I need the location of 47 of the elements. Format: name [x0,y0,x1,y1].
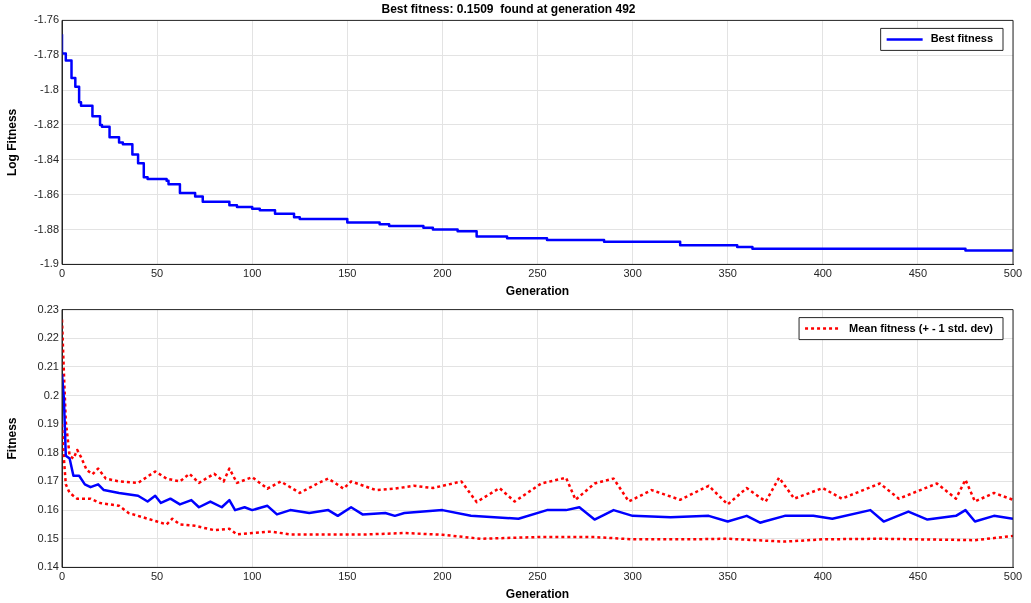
y-tick-label: 0.17 [37,474,59,487]
y-tick-label: -1.88 [33,222,59,235]
x-tick-label: 350 [718,570,737,583]
x-tick-label: 400 [813,267,832,280]
y-axis-title: Fitness [4,417,19,460]
x-tick-label: 450 [908,267,928,280]
y-tick-label: -1.82 [33,118,59,130]
legend-label: Best fitness [930,32,994,45]
x-tick-label: 450 [908,570,928,583]
x-tick-label: 350 [718,267,737,280]
y-tick-label: 0.15 [37,531,59,544]
x-tick-label: 400 [813,570,832,583]
chart-title: Best fitness: 0.1509 found at generation 492 [381,1,636,16]
x-tick-label: 0 [58,570,66,583]
y-tick-label: 0.19 [37,417,59,430]
y-tick-label: 0.18 [37,445,59,458]
y-tick-label: -1.78 [33,48,59,61]
x-tick-label: 150 [338,570,357,583]
x-tick-label: 300 [623,267,642,280]
y-tick-label: 0.21 [37,359,59,372]
x-tick-label: 100 [243,267,262,280]
x-axis-title: Generation [505,587,570,602]
x-tick-label: 250 [528,267,547,280]
y-tick-label: -1.84 [33,152,59,165]
y-tick-label: -1.9 [40,257,59,270]
x-tick-label: 150 [338,267,357,280]
x-tick-label: 100 [243,570,262,583]
y-axis-title: Log Fitness [4,108,19,177]
y-tick-label: 0.14 [37,560,59,573]
x-tick-label: 300 [623,570,642,583]
y-tick-label: 0.22 [37,331,59,344]
x-tick-label: 50 [150,570,164,583]
x-tick-label: 200 [433,570,452,583]
y-tick-label: -1.86 [33,187,59,200]
y-tick-label: 0.23 [37,302,59,315]
legend-label: Mean fitness (+ - 1 std. dev) [849,321,994,334]
x-axis-title: Generation [505,284,570,299]
y-tick-label: -1.8 [40,83,59,96]
x-tick-label: 250 [528,570,547,583]
y-tick-label: 0.16 [37,503,59,516]
y-tick-label: 0.2 [43,388,59,401]
x-tick-label: 200 [433,267,452,280]
x-tick-label: 500 [1003,267,1023,280]
x-tick-label: 50 [150,267,164,280]
x-tick-label: 500 [1003,570,1023,583]
y-tick-label: -1.76 [33,13,59,26]
x-tick-label: 0 [58,267,66,280]
